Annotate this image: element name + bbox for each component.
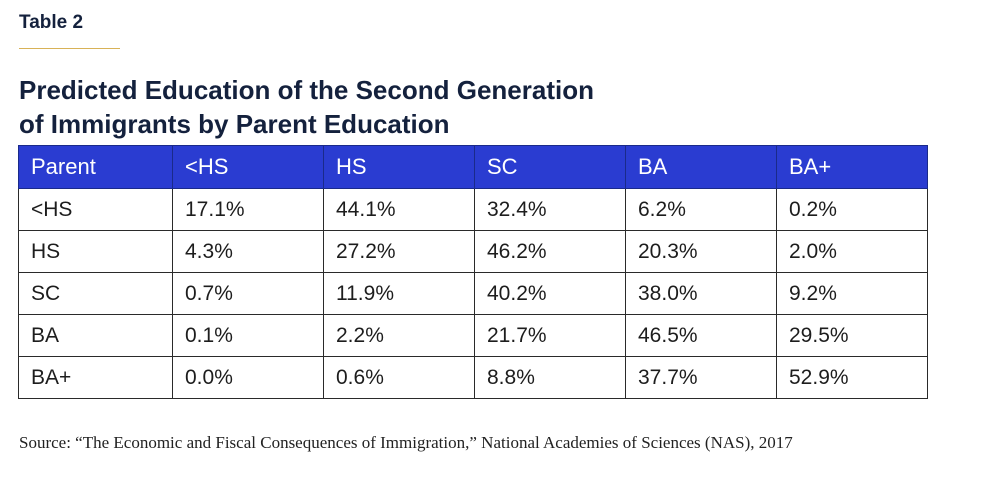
table-header-row: Parent <HS HS SC BA BA+ xyxy=(18,145,928,189)
table-title: Predicted Education of the Second Genera… xyxy=(19,73,719,141)
table-cell: 37.7% xyxy=(625,356,777,399)
source-citation: Source: “The Economic and Fiscal Consequ… xyxy=(19,433,793,452)
table-cell: 2.2% xyxy=(323,314,475,357)
table-cell: 46.5% xyxy=(625,314,777,357)
table-cell: 8.8% xyxy=(474,356,626,399)
table-cell: 29.5% xyxy=(776,314,928,357)
table-row: <HS 17.1% 44.1% 32.4% 6.2% 0.2% xyxy=(18,188,928,231)
row-label-cell: BA+ xyxy=(18,356,173,399)
header-cell-sc: SC xyxy=(474,145,626,189)
table-cell: 4.3% xyxy=(172,230,324,273)
table-title-line-2: of Immigrants by Parent Education xyxy=(19,109,450,139)
label-underline xyxy=(19,48,120,49)
table-cell: 21.7% xyxy=(474,314,626,357)
table-cell: 20.3% xyxy=(625,230,777,273)
table-label: Table 2 xyxy=(19,12,84,33)
table-cell: 32.4% xyxy=(474,188,626,231)
header-cell-parent: Parent xyxy=(18,145,173,189)
row-label-cell: HS xyxy=(18,230,173,273)
row-label-cell: BA xyxy=(18,314,173,357)
table-cell: 0.0% xyxy=(172,356,324,399)
table-cell: 40.2% xyxy=(474,272,626,315)
table-cell: 44.1% xyxy=(323,188,475,231)
table-cell: 0.7% xyxy=(172,272,324,315)
table-row: BA+ 0.0% 0.6% 8.8% 37.7% 52.9% xyxy=(18,356,928,399)
table-cell: 0.1% xyxy=(172,314,324,357)
table-cell: 46.2% xyxy=(474,230,626,273)
header-cell-ba: BA xyxy=(625,145,777,189)
table-cell: 2.0% xyxy=(776,230,928,273)
table-row: HS 4.3% 27.2% 46.2% 20.3% 2.0% xyxy=(18,230,928,273)
table-cell: 9.2% xyxy=(776,272,928,315)
row-label-cell: SC xyxy=(18,272,173,315)
table-cell: 52.9% xyxy=(776,356,928,399)
education-table: Parent <HS HS SC BA BA+ <HS 17.1% 44.1% … xyxy=(18,145,928,399)
header-cell-hs: HS xyxy=(323,145,475,189)
row-label-cell: <HS xyxy=(18,188,173,231)
table-cell: 11.9% xyxy=(323,272,475,315)
table-cell: 6.2% xyxy=(625,188,777,231)
table-title-line-1: Predicted Education of the Second Genera… xyxy=(19,75,594,105)
table-row: BA 0.1% 2.2% 21.7% 46.5% 29.5% xyxy=(18,314,928,357)
table-cell: 0.6% xyxy=(323,356,475,399)
header-cell-ba-plus: BA+ xyxy=(776,145,928,189)
table-row: SC 0.7% 11.9% 40.2% 38.0% 9.2% xyxy=(18,272,928,315)
header-cell-lt-hs: <HS xyxy=(172,145,324,189)
table-cell: 17.1% xyxy=(172,188,324,231)
table-cell: 0.2% xyxy=(776,188,928,231)
table-cell: 38.0% xyxy=(625,272,777,315)
table-cell: 27.2% xyxy=(323,230,475,273)
